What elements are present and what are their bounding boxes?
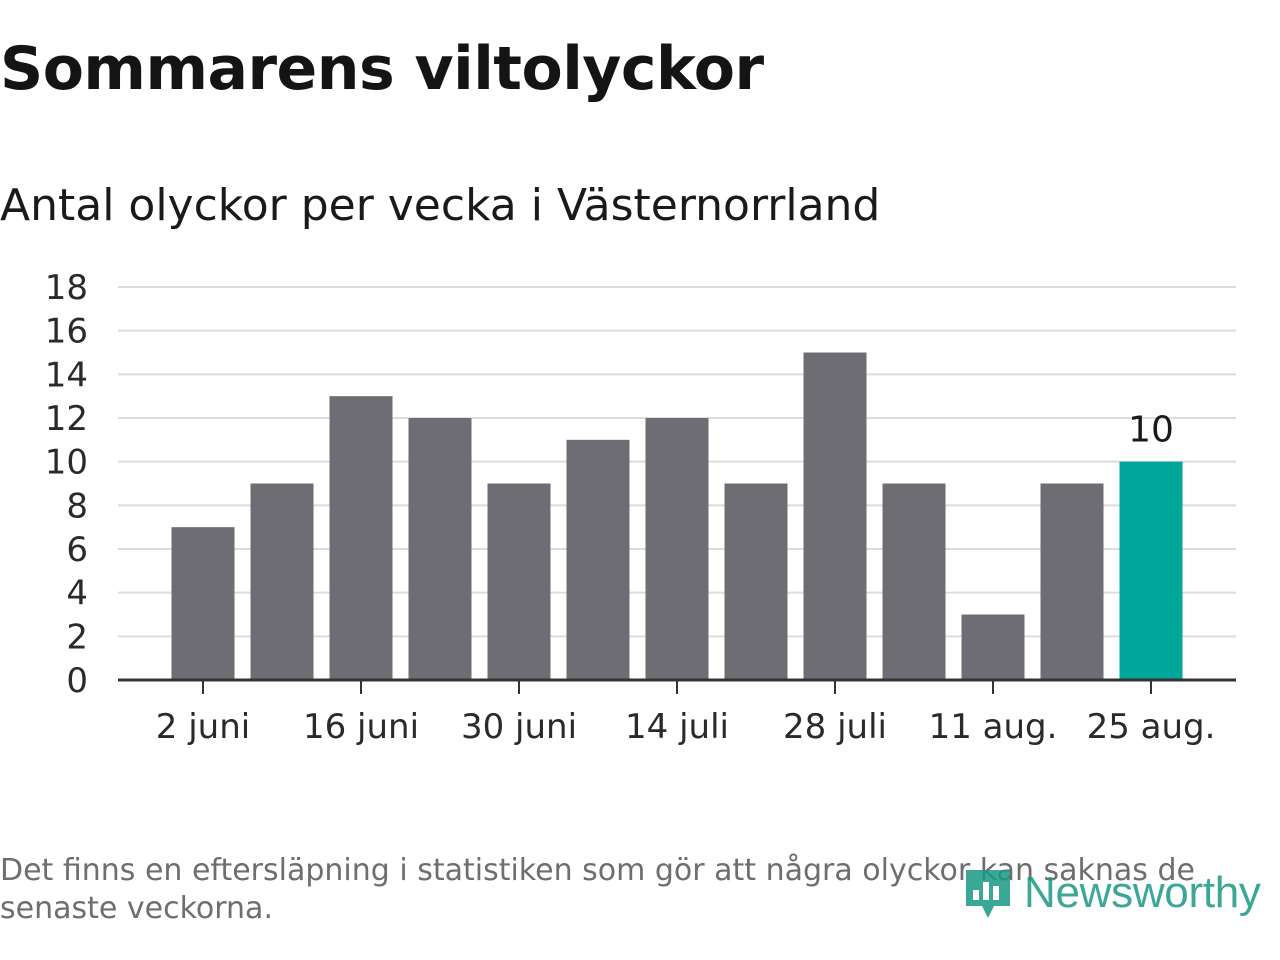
bar (171, 527, 235, 680)
x-tick-label: 2 juni (156, 707, 250, 747)
y-tick-label: 16 (45, 312, 88, 352)
bar (566, 439, 630, 680)
y-tick-label: 2 (66, 617, 88, 657)
x-tick-label: 16 juni (303, 707, 419, 747)
bar (1040, 483, 1104, 680)
y-tick-label: 6 (66, 530, 88, 570)
bar (882, 483, 946, 680)
brand-logo: Newsworthy (962, 858, 1261, 928)
brand-name: Newsworthy (1024, 868, 1261, 917)
bar (961, 614, 1025, 680)
x-tick-label: 14 juli (625, 707, 729, 747)
x-tick-label: 30 juni (461, 707, 577, 747)
bar (329, 396, 393, 680)
bar (645, 418, 709, 680)
x-tick-label: 25 aug. (1087, 707, 1216, 747)
bar (803, 352, 867, 680)
y-tick-label: 0 (66, 661, 88, 701)
newsworthy-logo-icon (966, 870, 1010, 918)
bar (724, 483, 788, 680)
y-tick-label: 8 (66, 486, 88, 526)
chart-title: Sommarens viltolyckor (0, 34, 764, 104)
bar (250, 483, 314, 680)
x-tick-label: 28 juli (783, 707, 887, 747)
bar (408, 418, 472, 680)
y-tick-label: 10 (45, 443, 88, 483)
data-label: 10 (1128, 410, 1174, 451)
y-tick-label: 18 (45, 268, 88, 308)
bar-highlight (1119, 461, 1183, 680)
y-tick-label: 4 (66, 574, 88, 614)
x-tick-label: 11 aug. (929, 707, 1058, 747)
bar (487, 483, 551, 680)
y-tick-label: 12 (45, 399, 88, 439)
y-tick-label: 14 (45, 355, 88, 395)
chart-subtitle: Antal olyckor per vecka i Västernorrland (0, 180, 881, 231)
